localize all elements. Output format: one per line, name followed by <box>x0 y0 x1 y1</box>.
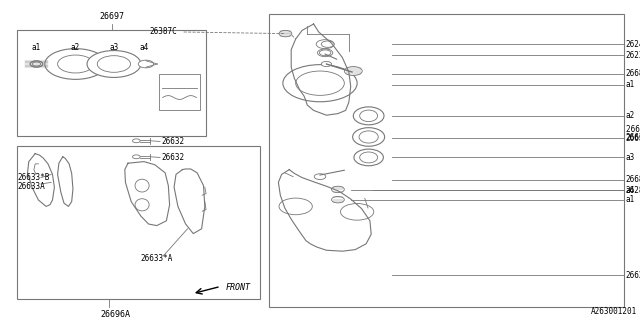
Circle shape <box>279 30 292 37</box>
Circle shape <box>97 56 131 72</box>
Circle shape <box>87 51 141 77</box>
Text: 26692A<LH>: 26692A<LH> <box>626 134 640 143</box>
Text: A263001201: A263001201 <box>591 307 637 316</box>
Text: 26633A: 26633A <box>18 182 45 191</box>
Ellipse shape <box>353 107 384 125</box>
Circle shape <box>45 49 106 79</box>
Circle shape <box>321 41 334 47</box>
Circle shape <box>319 50 331 56</box>
Circle shape <box>314 174 326 180</box>
Text: a4: a4 <box>140 43 148 52</box>
Ellipse shape <box>359 131 378 143</box>
Text: 26633*A: 26633*A <box>141 254 173 263</box>
Text: FRONT: FRONT <box>225 283 250 292</box>
Circle shape <box>332 196 344 203</box>
Circle shape <box>332 186 344 193</box>
Circle shape <box>138 60 154 68</box>
Text: 26692 <RH>: 26692 <RH> <box>626 125 640 134</box>
Text: a1: a1 <box>625 80 634 89</box>
Circle shape <box>317 49 333 57</box>
Ellipse shape <box>354 149 383 166</box>
Bar <box>269 14 624 307</box>
Ellipse shape <box>360 152 378 163</box>
Ellipse shape <box>353 128 385 146</box>
Bar <box>159 74 200 110</box>
Text: 26625: 26625 <box>625 271 640 280</box>
Text: 26696A: 26696A <box>100 310 130 319</box>
Circle shape <box>344 67 362 76</box>
Text: 26688: 26688 <box>625 175 640 184</box>
Text: 26633*B: 26633*B <box>18 173 51 182</box>
Text: a2: a2 <box>71 43 80 52</box>
Circle shape <box>58 55 93 73</box>
Text: a3: a3 <box>109 43 118 52</box>
Text: a2: a2 <box>625 111 634 120</box>
Text: 26241: 26241 <box>625 40 640 49</box>
Text: 26238: 26238 <box>625 51 640 60</box>
Text: 26288D: 26288D <box>625 186 640 195</box>
Circle shape <box>321 61 332 67</box>
Text: 26697: 26697 <box>99 12 125 21</box>
Text: 26688A: 26688A <box>625 69 640 78</box>
Circle shape <box>316 40 334 49</box>
Bar <box>17 146 260 299</box>
Text: 26387C: 26387C <box>150 28 177 36</box>
Text: a1: a1 <box>32 43 41 52</box>
Ellipse shape <box>360 110 378 122</box>
Text: 26632: 26632 <box>161 137 184 146</box>
Text: 26632: 26632 <box>161 153 184 162</box>
Text: a1: a1 <box>625 196 634 204</box>
Text: 26635: 26635 <box>625 133 640 142</box>
Text: a4: a4 <box>625 186 634 195</box>
Text: a3: a3 <box>625 153 634 162</box>
Bar <box>17 30 206 136</box>
